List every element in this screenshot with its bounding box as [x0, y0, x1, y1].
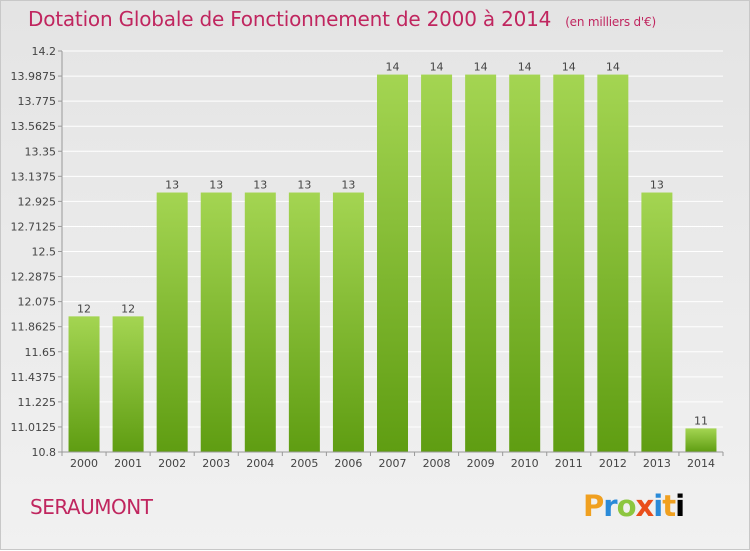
data-label: 13 — [253, 179, 267, 192]
data-label: 13 — [209, 179, 223, 192]
commune-name: SERAUMONT — [30, 495, 153, 519]
x-tick-label: 2010 — [511, 457, 539, 470]
x-tick-label: 2001 — [114, 457, 142, 470]
data-label: 14 — [606, 61, 620, 74]
x-tick-label: 2000 — [70, 457, 98, 470]
y-tick-label: 12.5 — [32, 246, 57, 259]
bar-2012 — [597, 74, 629, 453]
bar-2000 — [68, 316, 100, 452]
x-tick-label: 2005 — [290, 457, 318, 470]
x-tick-label: 2007 — [379, 457, 407, 470]
data-label: 12 — [77, 302, 91, 315]
bar-2004 — [244, 192, 276, 452]
data-label: 14 — [562, 61, 576, 74]
x-tick-label: 2008 — [423, 457, 451, 470]
data-label: 13 — [341, 179, 355, 192]
bars — [68, 74, 717, 453]
y-tick-label: 12.075 — [18, 296, 57, 309]
data-label: 13 — [650, 179, 664, 192]
logo-letter: x — [635, 489, 655, 523]
data-label: 14 — [386, 61, 400, 74]
bar-2005 — [288, 192, 320, 452]
y-tick-label: 10.8 — [32, 446, 57, 459]
y-tick-label: 12.7125 — [11, 220, 57, 233]
y-tick-label: 11.225 — [18, 396, 57, 409]
data-label: 13 — [297, 179, 311, 192]
chart-title-text: Dotation Globale de Fonctionnement de 20… — [28, 7, 552, 31]
x-tick-label: 2002 — [158, 457, 186, 470]
y-tick-label: 13.35 — [25, 145, 57, 158]
y-tick-label: 11.8625 — [11, 321, 57, 334]
data-label: 14 — [474, 61, 488, 74]
data-label: 14 — [430, 61, 444, 74]
y-tick-label: 11.0125 — [11, 421, 57, 434]
logo-letter: P — [583, 489, 604, 523]
y-tick-label: 14.2 — [32, 45, 57, 58]
x-tick-label: 2011 — [555, 457, 583, 470]
x-axis-ticks: 2000 2001 2002 2003 2004 2005 2006 2007 2008 2009… — [61, 452, 724, 470]
chart-unit: (en milliers d'€) — [565, 15, 656, 29]
y-tick-label: 11.4375 — [11, 371, 57, 384]
bar-2003 — [200, 192, 232, 452]
data-label: 13 — [165, 179, 179, 192]
y-tick-label: 13.5625 — [11, 120, 57, 133]
proxiti-logo: Proxiti — [583, 489, 685, 523]
y-tick-label: 13.9875 — [11, 70, 57, 83]
x-tick-label: 2006 — [334, 457, 362, 470]
y-tick-label: 11.65 — [25, 346, 57, 359]
bar-2009 — [465, 74, 497, 453]
bar-2010 — [509, 74, 541, 453]
bar-2013 — [641, 192, 673, 452]
data-label: 14 — [518, 61, 532, 74]
logo-letter: t — [662, 489, 676, 523]
logo-letter: i — [653, 489, 663, 523]
bar-2008 — [421, 74, 453, 453]
bar-2007 — [377, 74, 408, 453]
x-tick-label: 2009 — [467, 457, 495, 470]
y-tick-label: 13.775 — [18, 95, 57, 108]
y-tick-label: 12.2875 — [11, 271, 57, 284]
logo-letter: r — [603, 489, 617, 523]
bar-2006 — [332, 192, 364, 452]
data-label: 12 — [121, 302, 135, 315]
bar-2011 — [553, 74, 585, 453]
x-tick-label: 2013 — [643, 457, 671, 470]
logo-letter: o — [616, 489, 637, 523]
x-tick-label: 2003 — [202, 457, 230, 470]
logo-letter: i — [675, 489, 685, 523]
bar-2014 — [685, 428, 717, 452]
x-tick-label: 2004 — [246, 457, 274, 470]
chart-title: Dotation Globale de Fonctionnement de 20… — [28, 7, 656, 31]
y-tick-label: 12.925 — [18, 195, 57, 208]
x-tick-label: 2014 — [687, 457, 715, 470]
bar-2002 — [156, 192, 188, 452]
data-label: 11 — [694, 414, 708, 427]
y-axis-ticks: 10.8 11.0125 11.225 11.4375 11.65 11.8625 12.0… — [11, 45, 62, 459]
bar-2001 — [112, 316, 144, 452]
y-tick-label: 13.1375 — [11, 170, 57, 183]
x-tick-label: 2012 — [599, 457, 627, 470]
data-labels: 12 12 13 13 13 13 13 14 14 14 14 14 14 13 11 — [77, 61, 708, 428]
